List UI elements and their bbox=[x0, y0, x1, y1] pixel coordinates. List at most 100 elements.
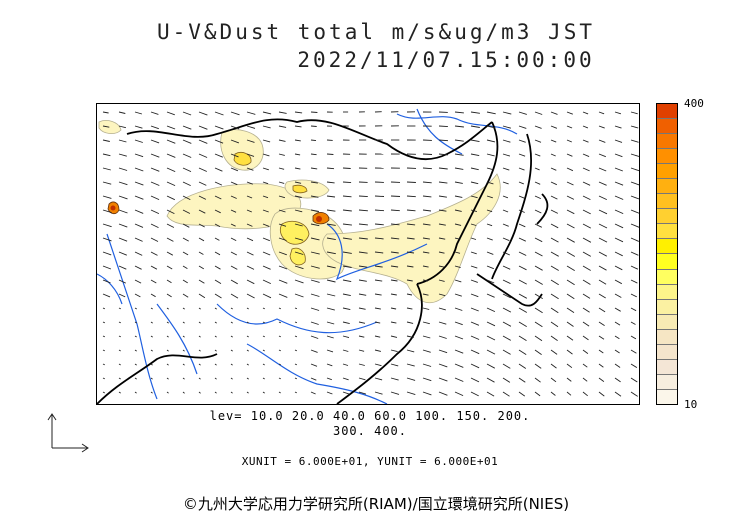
wind-arrow bbox=[614, 209, 624, 215]
wind-arrow bbox=[262, 265, 271, 270]
wind-arrow bbox=[166, 139, 176, 144]
wind-arrow bbox=[150, 377, 153, 380]
wind-arrow bbox=[630, 377, 638, 383]
wind-arrow bbox=[262, 279, 271, 285]
wind-arrow bbox=[470, 363, 480, 369]
wind-arrow bbox=[550, 125, 558, 129]
wind-arrow bbox=[310, 195, 319, 198]
wind-arrow bbox=[214, 377, 217, 380]
wind-arrow bbox=[358, 335, 365, 338]
wind-arrow bbox=[550, 111, 558, 115]
wind-arrow bbox=[134, 251, 143, 256]
wind-arrow bbox=[534, 195, 541, 200]
wind-arrow bbox=[470, 209, 478, 213]
wind-arrow bbox=[502, 335, 512, 341]
wind-arrow bbox=[422, 349, 431, 353]
wind-arrow bbox=[438, 167, 448, 170]
wind-arrow bbox=[486, 279, 495, 284]
wind-arrow bbox=[246, 125, 256, 129]
wind-arrow bbox=[198, 111, 208, 116]
wind-arrow bbox=[310, 251, 320, 255]
wind-arrow bbox=[518, 209, 525, 213]
wind-arrow bbox=[246, 223, 253, 227]
wind-arrow bbox=[198, 335, 201, 338]
wind-arrow bbox=[454, 349, 464, 354]
wind-arrow bbox=[198, 363, 201, 366]
wind-arrow bbox=[630, 125, 639, 129]
wind-arrow bbox=[214, 293, 222, 299]
wind-arrow bbox=[326, 363, 333, 367]
wind-arrow bbox=[278, 363, 282, 366]
wind-arrow bbox=[102, 391, 106, 394]
wind-arrow bbox=[630, 167, 639, 172]
wind-arrow bbox=[198, 349, 201, 352]
wind-arrow bbox=[438, 391, 448, 396]
map-canvas bbox=[97, 108, 639, 404]
wind-arrow bbox=[214, 181, 223, 186]
wind-arrow bbox=[310, 307, 320, 311]
wind-arrow bbox=[374, 391, 383, 395]
wind-arrow bbox=[166, 265, 173, 270]
wind-arrow bbox=[102, 265, 112, 270]
wind-arrow bbox=[214, 153, 223, 158]
wind-arrow bbox=[358, 237, 368, 240]
wind-arrow bbox=[230, 125, 240, 130]
wind-arrow bbox=[198, 237, 205, 242]
wind-arrow bbox=[166, 153, 176, 158]
wind-arrow bbox=[246, 111, 256, 115]
wind-arrow bbox=[374, 279, 383, 282]
colorbar-segment bbox=[657, 299, 677, 315]
wind-arrow bbox=[246, 153, 255, 157]
wind-arrow bbox=[550, 223, 559, 229]
wind-arrow bbox=[326, 391, 333, 395]
colorbar-segment bbox=[657, 359, 677, 375]
wind-arrow bbox=[470, 335, 480, 340]
wind-arrow bbox=[230, 377, 233, 380]
wind-arrow bbox=[102, 111, 109, 114]
wind-arrow bbox=[390, 223, 400, 226]
wind-arrow bbox=[582, 293, 591, 299]
wind-arrow bbox=[294, 153, 301, 156]
wind-arrow bbox=[518, 321, 527, 327]
wind-arrow bbox=[598, 377, 605, 382]
wind-arrow bbox=[182, 391, 185, 394]
wind-arrow bbox=[342, 349, 349, 352]
wind-arrow bbox=[502, 153, 511, 157]
wind-arrow bbox=[390, 279, 398, 282]
wind-arrow bbox=[406, 293, 413, 296]
wind-arrow bbox=[422, 279, 428, 282]
wind-arrow bbox=[470, 111, 480, 114]
wind-arrow bbox=[390, 209, 400, 212]
wind-arrow bbox=[454, 237, 461, 240]
wind-arrow bbox=[278, 307, 281, 310]
wind-arrow bbox=[326, 209, 336, 212]
wind-arrow bbox=[502, 195, 509, 199]
wind-arrow bbox=[550, 279, 559, 286]
wind-arrow bbox=[246, 377, 249, 380]
wind-arrow bbox=[150, 167, 160, 172]
wind-arrow bbox=[326, 251, 336, 255]
wind-arrow bbox=[294, 335, 298, 338]
wind-arrow bbox=[486, 321, 496, 327]
wind-arrow bbox=[358, 223, 368, 226]
wind-arrow bbox=[470, 167, 479, 171]
wind-arrow bbox=[470, 265, 478, 269]
wind-arrow bbox=[294, 307, 298, 310]
wind-arrow bbox=[262, 335, 266, 338]
colorbar-segment bbox=[657, 344, 677, 360]
wind-arrow bbox=[102, 125, 110, 128]
wind-arrow bbox=[598, 111, 605, 115]
wind-arrow bbox=[182, 139, 192, 144]
wind-arrow bbox=[166, 321, 169, 324]
wind-arrow bbox=[534, 167, 540, 171]
wind-arrow bbox=[326, 153, 334, 155]
wind-arrow bbox=[502, 209, 509, 213]
wind-arrow bbox=[118, 251, 127, 256]
wind-arrow bbox=[118, 307, 122, 310]
wind-arrow bbox=[230, 111, 240, 116]
wind-arrow bbox=[550, 251, 559, 257]
wind-arrow bbox=[182, 321, 185, 324]
wind-arrow bbox=[134, 321, 137, 324]
wind-arrow bbox=[166, 349, 169, 352]
wind-arrow bbox=[518, 377, 526, 383]
